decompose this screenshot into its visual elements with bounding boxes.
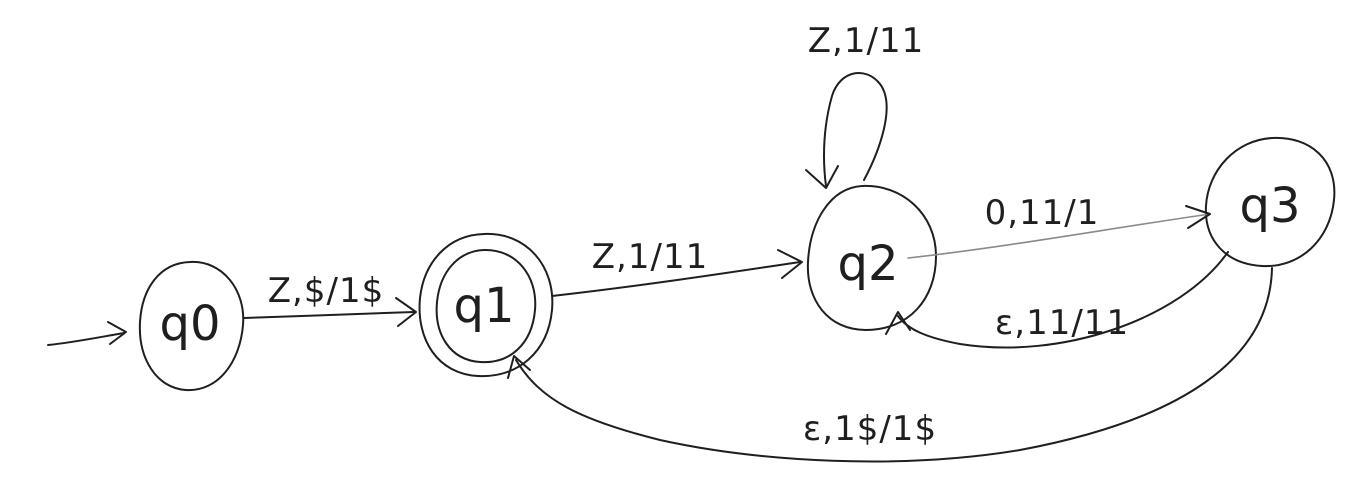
transition-label-q2-q3: 0,11/1 xyxy=(985,193,1100,233)
transition-q0-q1: Z,$/1$ xyxy=(243,271,417,327)
state-q1: q1 xyxy=(418,232,554,378)
transition-label-q1-q2: Z,1/11 xyxy=(592,237,708,277)
state-label-q1: q1 xyxy=(453,278,514,334)
state-label-q0: q0 xyxy=(159,296,220,352)
state-q0: q0 xyxy=(138,260,245,392)
transition-label-q3-q1: ε,1$/1$ xyxy=(803,409,937,449)
transition-label-q0-q1: Z,$/1$ xyxy=(268,271,384,311)
transition-q2-q2: Z,1/11 xyxy=(805,21,924,189)
transition-label-q3-q2: ε,11/11 xyxy=(995,303,1129,343)
state-q3: q3 xyxy=(1204,136,1336,268)
state-label-q2: q2 xyxy=(837,236,898,292)
transition-q1-q2: Z,1/11 xyxy=(551,237,803,297)
transition-label-q2-q2: Z,1/11 xyxy=(808,21,924,61)
initial-arrow xyxy=(47,321,127,346)
transition-q2-q3: 0,11/1 xyxy=(907,193,1211,259)
transition-q3-q1: ε,1$/1$ xyxy=(507,267,1273,463)
transition-q3-q2: ε,11/11 xyxy=(885,251,1229,349)
state-label-q3: q3 xyxy=(1239,178,1300,234)
state-q2: q2 xyxy=(806,184,937,331)
